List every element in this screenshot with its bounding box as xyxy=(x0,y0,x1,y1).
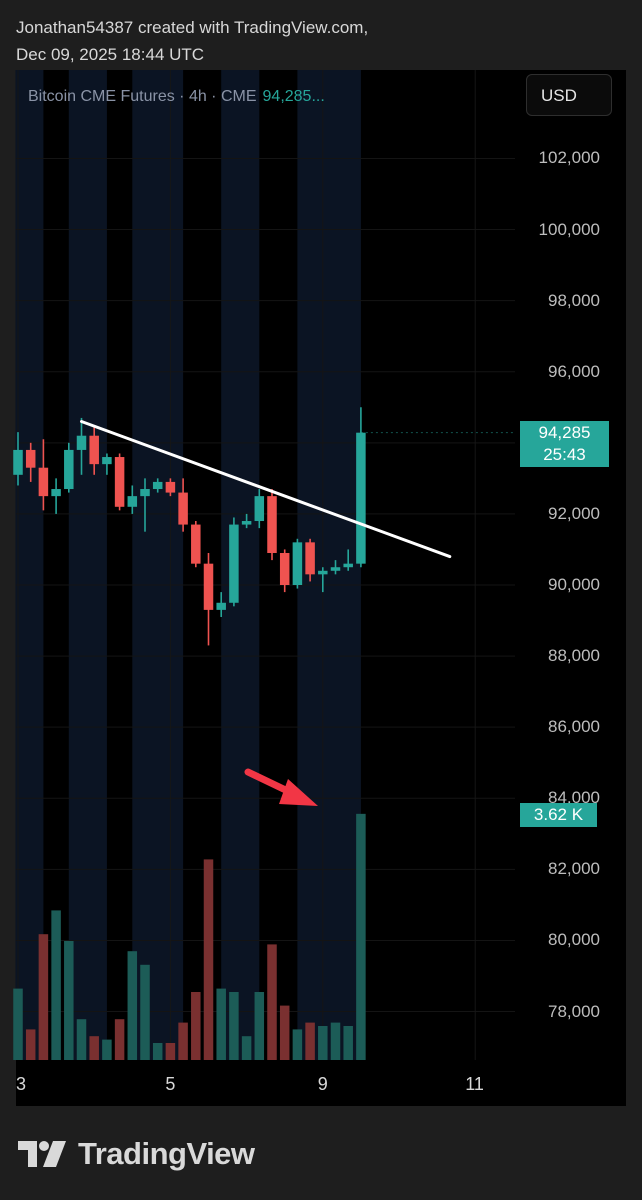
y-axis-tick-label: 90,000 xyxy=(548,575,600,594)
candle-body xyxy=(76,435,87,450)
tradingview-logo[interactable]: TradingView xyxy=(18,1136,255,1172)
volume-bar xyxy=(267,944,277,1060)
annotation-arrow-head xyxy=(279,779,318,806)
legend-interval: 4h xyxy=(188,88,207,105)
volume-bar xyxy=(318,1026,328,1060)
volume-bar xyxy=(152,1043,163,1060)
volume-bar xyxy=(241,1036,252,1060)
currency-button[interactable]: USD xyxy=(526,74,612,116)
volume-tag: 3.62 K xyxy=(520,803,597,827)
candle-body xyxy=(165,481,176,493)
candle-body xyxy=(292,542,303,585)
y-axis-tick-label: 84,000 xyxy=(548,788,600,808)
volume-bar xyxy=(127,951,138,1060)
candle-body xyxy=(89,435,99,465)
legend-symbol: Bitcoin CME Futures xyxy=(28,88,175,105)
candle-body xyxy=(229,524,239,603)
volume-bar xyxy=(114,1019,125,1060)
volume-bar xyxy=(330,1022,341,1060)
volume-bar xyxy=(25,1029,36,1060)
candle-body xyxy=(140,489,150,497)
x-axis-tick-label: 5 xyxy=(165,1074,176,1094)
volume-bar xyxy=(305,1022,315,1060)
volume-bar xyxy=(229,992,239,1060)
y-axis-tick-label: 100,000 xyxy=(538,219,600,239)
candle-body xyxy=(343,563,353,568)
y-axis-tick-label: 98,000 xyxy=(548,290,600,310)
volume-bar xyxy=(356,813,366,1060)
volume-bar xyxy=(216,988,226,1060)
legend-price: 94,285... xyxy=(262,88,325,105)
volume-bar xyxy=(254,992,265,1060)
candle-body xyxy=(152,481,163,490)
volume-bar xyxy=(64,941,74,1060)
candle-body xyxy=(305,542,315,575)
last-price-value: 94,285 xyxy=(538,423,591,442)
candle-body xyxy=(318,570,328,575)
attribution-line-date: Dec 09, 2025 18:44 UTC xyxy=(16,45,205,64)
volume-bar xyxy=(76,1019,87,1060)
attribution-line-author: Jonathan54387 created with TradingView.c… xyxy=(16,18,369,37)
candle-body xyxy=(114,457,125,507)
volume-bar xyxy=(38,934,49,1060)
legend-exchange: CME xyxy=(220,88,257,105)
candle-body xyxy=(216,602,226,610)
y-axis-tick-label: 80,000 xyxy=(548,930,600,950)
candle-body xyxy=(38,467,49,497)
candle-body xyxy=(203,563,214,610)
y-axis-tick-label: 102,000 xyxy=(538,148,600,168)
candle-body xyxy=(356,432,366,564)
tradingview-wordmark: TradingView xyxy=(78,1136,255,1171)
candle-body xyxy=(178,492,188,525)
tradingview-logo-icon xyxy=(18,1141,66,1167)
y-axis-tick-label: 88,000 xyxy=(548,646,600,666)
legend-separator: · xyxy=(206,88,221,105)
x-axis-tick-label: 3 xyxy=(16,1074,27,1094)
y-axis-tick-label: 92,000 xyxy=(548,503,600,523)
legend-separator: · xyxy=(174,88,189,105)
candle-body xyxy=(25,449,36,468)
volume-bar xyxy=(51,910,61,1060)
volume-bar xyxy=(13,988,23,1060)
volume-bar xyxy=(89,1036,99,1060)
volume-bar xyxy=(165,1043,176,1060)
session-shade-band xyxy=(221,70,260,1060)
volume-bar xyxy=(178,1022,188,1060)
candle-body xyxy=(51,489,61,497)
volume-bar xyxy=(191,992,201,1060)
attribution-text: Jonathan54387 created with TradingView.c… xyxy=(16,14,368,68)
y-axis-tick-label: 82,000 xyxy=(548,859,600,879)
candle-body xyxy=(102,457,112,465)
x-axis-tick-label: 11 xyxy=(465,1074,484,1094)
session-shade-band xyxy=(132,70,184,1060)
candle-body xyxy=(254,496,265,522)
candle-body xyxy=(241,521,252,525)
volume-bar xyxy=(203,859,214,1060)
candle-body xyxy=(330,567,341,571)
session-shade-band xyxy=(68,70,107,1060)
session-shade-band xyxy=(15,70,44,1060)
candle-body xyxy=(64,449,74,490)
volume-bar xyxy=(140,964,150,1060)
volume-bar xyxy=(343,1026,353,1060)
y-axis-tick-label: 78,000 xyxy=(548,1001,600,1021)
bar-countdown: 25:43 xyxy=(543,445,586,464)
x-axis-tick-label: 9 xyxy=(317,1074,328,1094)
volume-bar xyxy=(102,1039,112,1060)
volume-bar xyxy=(279,1005,290,1060)
last-price-tag: 94,285 25:43 xyxy=(520,421,609,467)
volume-bar xyxy=(292,1029,303,1060)
y-axis-tick-label: 96,000 xyxy=(548,361,600,381)
symbol-legend[interactable]: Bitcoin CME Futures · 4h · CME 94,285... xyxy=(28,88,325,106)
candle-body xyxy=(267,496,277,554)
y-axis-tick-label: 86,000 xyxy=(548,717,600,737)
trendline xyxy=(80,419,452,559)
candle-body xyxy=(127,496,138,507)
candle-body xyxy=(191,524,201,564)
candle-body xyxy=(279,553,290,585)
candle-body xyxy=(13,449,23,475)
